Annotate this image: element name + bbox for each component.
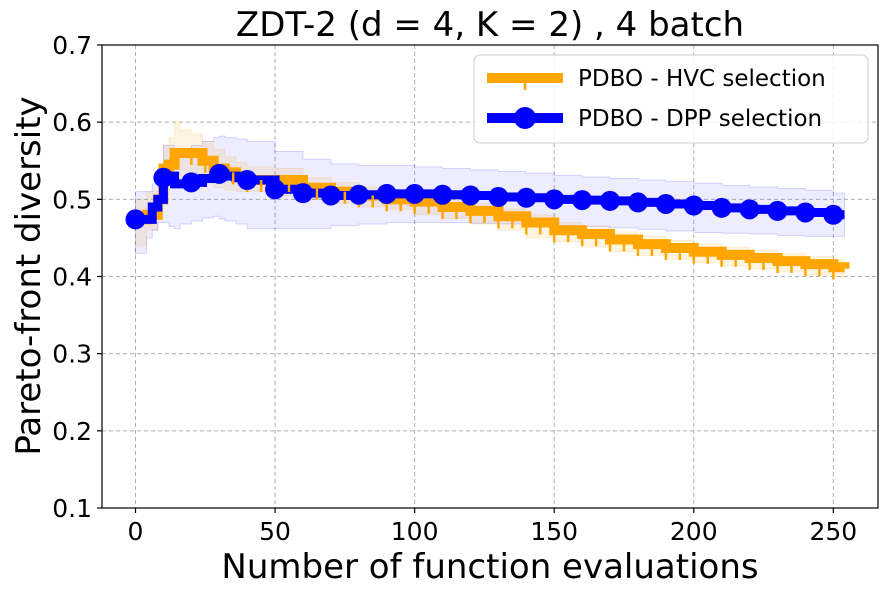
dpp-marker [683,195,704,216]
dpp-marker [237,170,258,191]
dpp-marker [627,192,648,213]
legend-label-hvc: PDBO - HVC selection [578,66,826,92]
dpp-marker [823,204,844,225]
y-axis-label: Pareto-front diversity [9,96,49,455]
dpp-marker [767,200,788,221]
dpp-marker [544,189,565,210]
legend-dpp-marker-shape [514,107,536,129]
x-tick-label: 0 [128,517,144,546]
x-axis-label: Number of function evaluations [221,547,758,587]
x-tick-label: 100 [391,517,439,546]
x-tick-label: 150 [530,517,578,546]
x-tick-label: 250 [809,517,857,546]
legend-marker-dpp [514,107,536,129]
x-tick-label: 50 [259,517,291,546]
dpp-marker [125,209,146,230]
chart-title: ZDT-2 (d = 4, K = 2) , 4 batch [236,5,744,45]
dpp-marker [265,179,286,200]
dpp-marker [292,183,313,204]
dpp-marker [655,193,676,214]
dpp-marker [600,190,621,211]
x-tick-label: 200 [670,517,718,546]
dpp-marker [404,183,425,204]
dpp-marker [572,190,593,211]
y-tick-label: 0.3 [52,340,92,369]
y-tick-label: 0.5 [52,185,92,214]
dpp-marker [460,185,481,206]
dpp-marker [320,185,341,206]
dpp-marker [348,184,369,205]
y-tick-label: 0.4 [52,263,92,292]
dpp-marker [432,184,453,205]
dpp-marker [488,187,509,208]
legend-box [473,54,869,144]
series-markers [125,153,844,280]
dpp-marker [516,187,537,208]
x-axis-ticks: 0 50 100 150 200 250 [128,508,857,546]
y-tick-label: 0.2 [52,417,92,446]
dpp-marker [376,183,397,204]
dpp-marker [209,163,230,184]
legend: PDBO - HVC selection PDBO - DPP selectio… [473,54,869,144]
dpp-marker [153,167,174,188]
y-tick-label: 0.7 [52,31,92,60]
y-tick-label: 0.1 [52,494,92,523]
dpp-marker [795,202,816,223]
dpp-marker [739,199,760,220]
dpp-marker [181,172,202,193]
legend-label-dpp: PDBO - DPP selection [578,106,822,132]
y-tick-label: 0.6 [52,108,92,137]
y-axis-ticks: 0.1 0.2 0.3 0.4 0.5 0.6 0.7 [52,31,102,523]
dpp-marker [711,197,732,218]
